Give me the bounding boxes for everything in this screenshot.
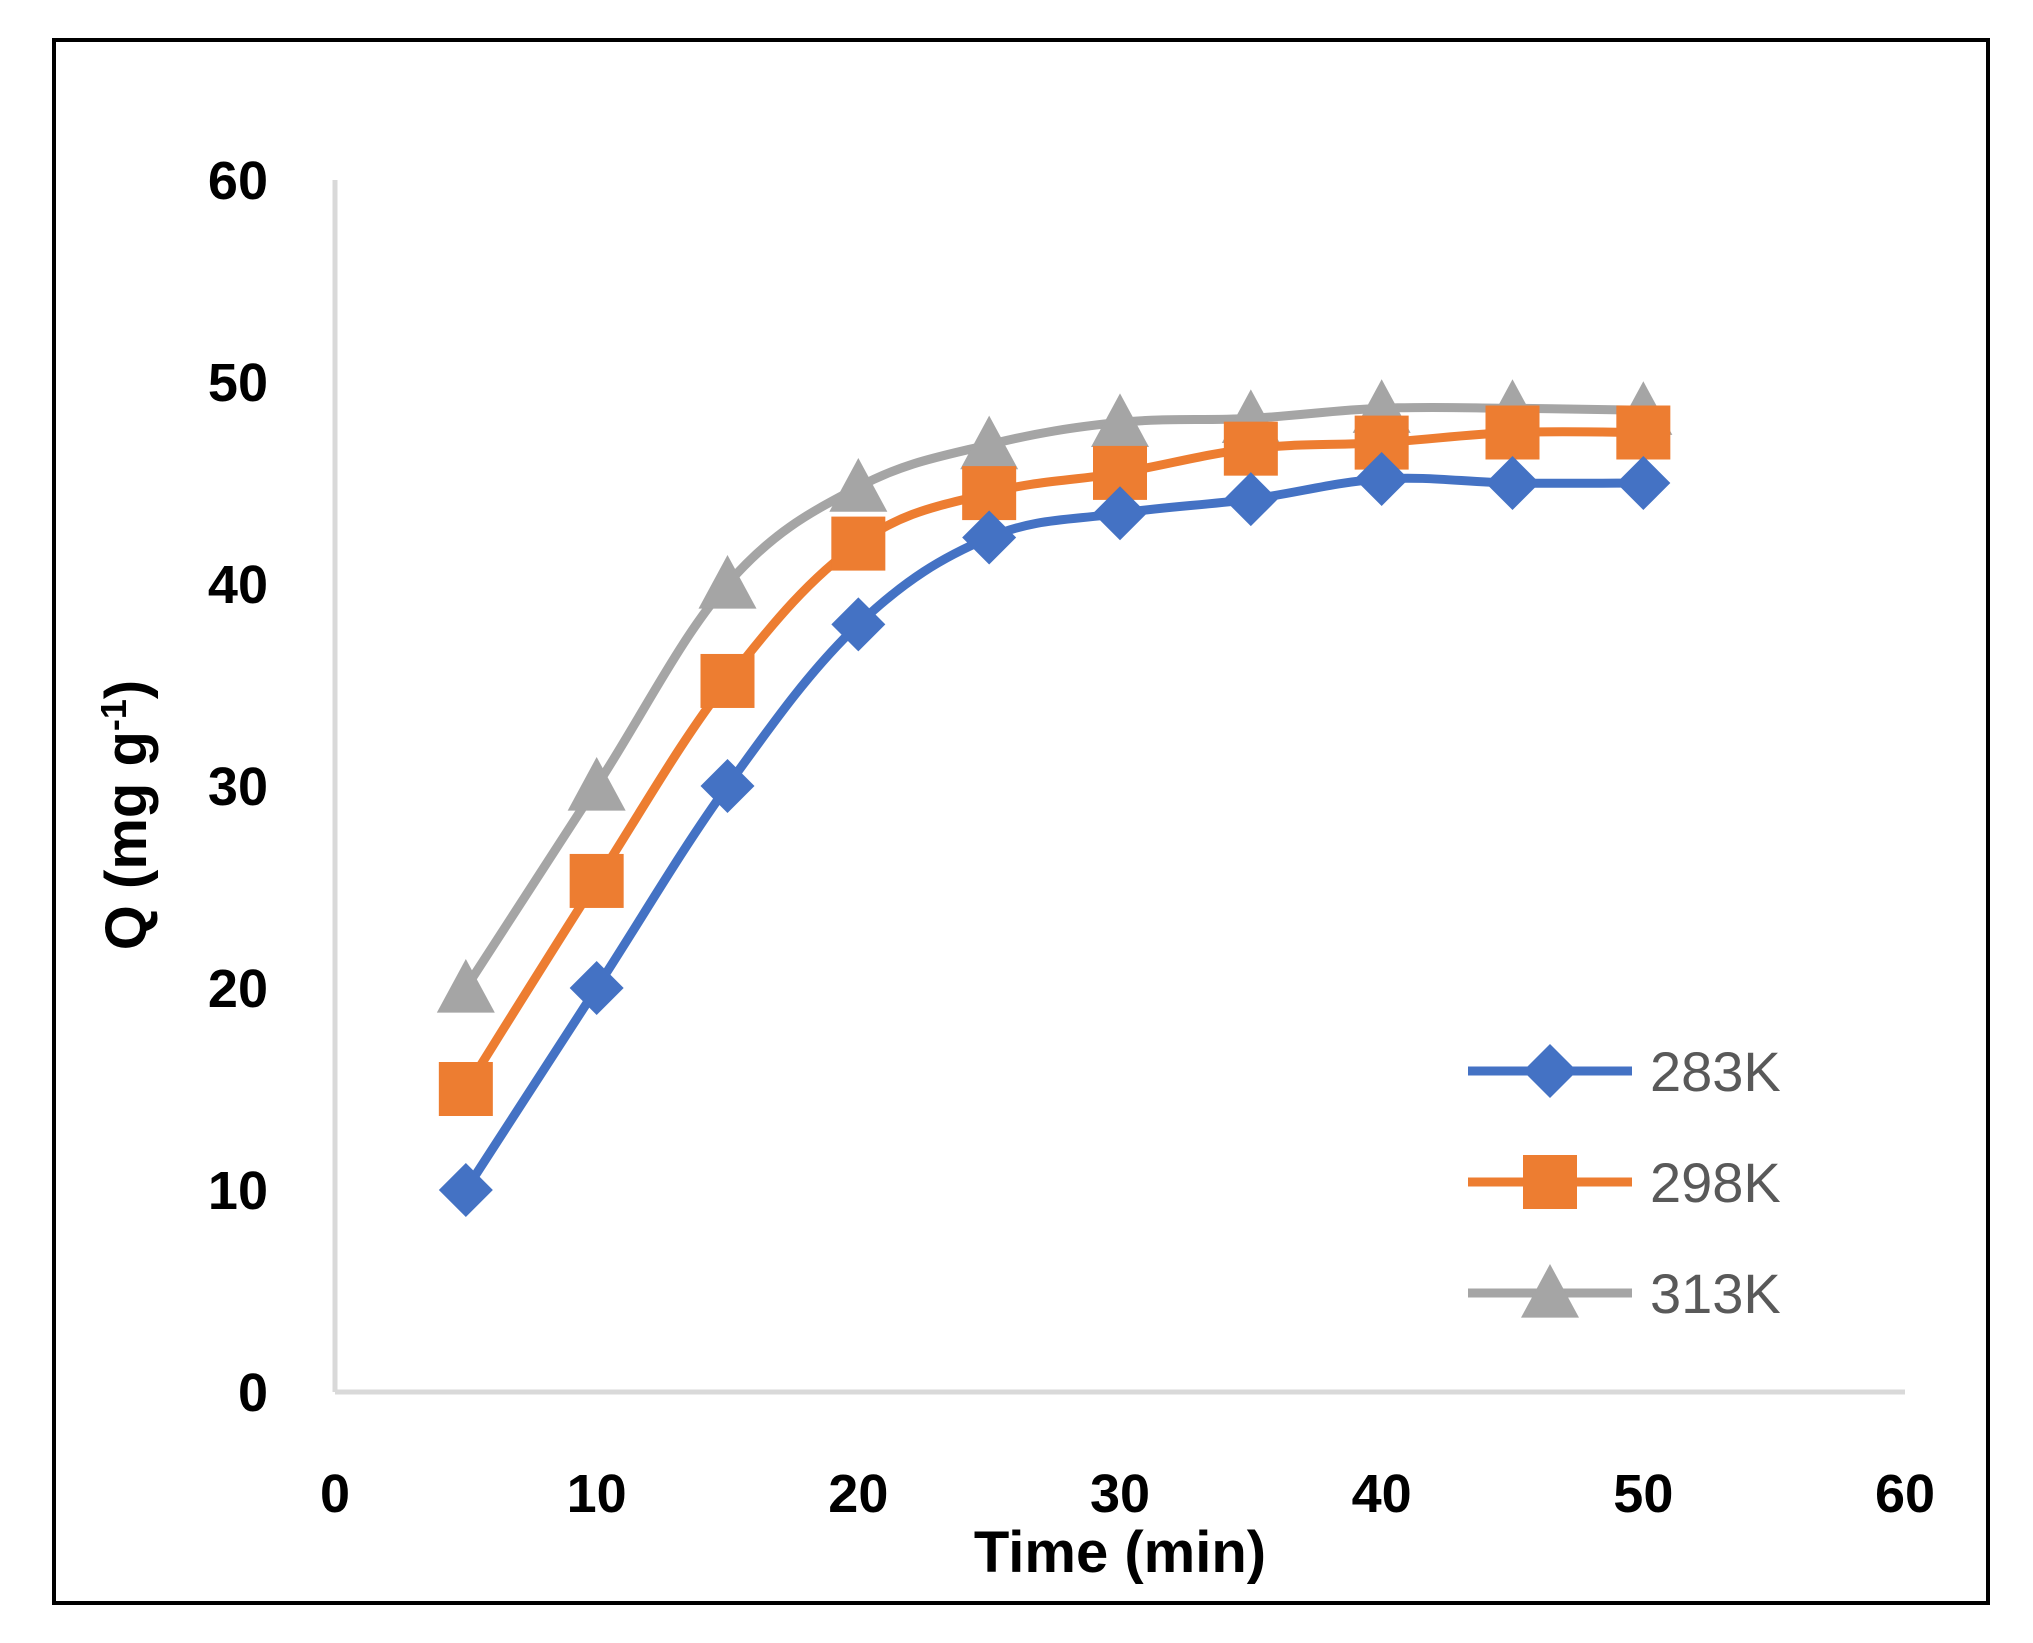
series-298K [438,405,1671,1116]
data-point [438,1163,493,1217]
x-tick-label: 10 [567,1464,627,1524]
x-tick-label: 50 [1613,1464,1673,1524]
x-tick-label: 0 [320,1464,350,1524]
legend-item-283K: 283K [1468,1040,1781,1103]
data-point [1616,405,1671,460]
x-tick-label: 20 [828,1464,888,1524]
x-tick-label: 40 [1352,1464,1412,1524]
legend: 283K 298K 313K [1468,1040,1781,1325]
y-axis-title-main: Q (mg g [94,731,159,950]
data-point [960,415,1019,470]
y-tick-label: 20 [208,959,268,1019]
data-point [1485,456,1540,510]
series-line [462,473,1644,1193]
legend-marker [1523,1044,1577,1098]
axes [332,180,1905,1395]
legend-item-313K: 313K [1468,1262,1781,1325]
data-point [700,759,755,813]
legend-label: 298K [1650,1151,1781,1214]
series-line [462,427,1644,1092]
legend-marker [1521,1264,1579,1318]
data-point [1354,451,1409,506]
data-point [829,458,888,512]
y-tick-label: 30 [208,757,268,817]
data-point [1223,421,1278,476]
data-point [831,597,886,652]
series-line [462,402,1644,991]
data-point [1093,486,1147,541]
y-axis-title: Q (mg g-1) [93,680,159,950]
data-point [569,961,624,1015]
series-layer [436,379,1673,1217]
y-tick-label: 50 [208,353,268,413]
data-point [1485,405,1540,460]
series-283K [438,451,1671,1217]
data-point [567,757,626,811]
x-tick-label: 60 [1875,1464,1935,1524]
series-313K [436,379,1673,1013]
legend-marker [1523,1155,1577,1209]
data-point [1091,393,1149,448]
y-tick-label: 0 [238,1363,268,1423]
y-axis-title-sup: -1 [93,699,134,731]
data-point [1223,472,1278,527]
tick-labels: 0 10 20 30 40 50 60 0 10 20 30 40 50 60 [208,151,1935,1524]
data-point [831,516,886,571]
data-point [698,555,757,609]
chart-frame [52,38,1990,1605]
data-point [436,959,495,1013]
data-point [438,1062,493,1116]
y-tick-label: 10 [208,1161,268,1221]
legend-label: 283K [1650,1040,1781,1103]
legend-item-298K: 298K [1468,1151,1781,1214]
x-axis-title: Time (min) [974,1520,1266,1585]
data-point [700,653,755,708]
x-tick-label: 30 [1090,1464,1150,1524]
legend-label: 313K [1650,1262,1781,1325]
data-point [569,853,624,908]
y-axis-title-end: ) [94,680,159,699]
data-point [1616,456,1671,510]
y-tick-label: 60 [208,151,268,211]
data-point [962,510,1017,565]
y-tick-label: 40 [208,555,268,615]
